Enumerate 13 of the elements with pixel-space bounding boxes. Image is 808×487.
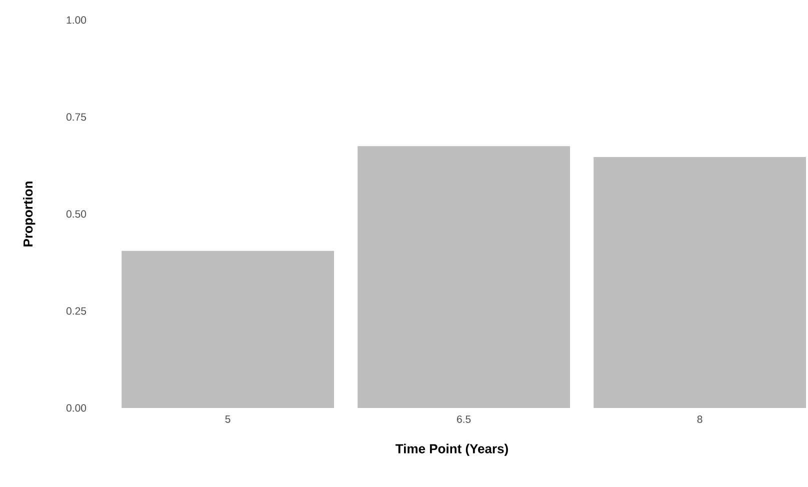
x-axis-title: Time Point (Years) xyxy=(396,444,508,456)
x-tick-label: 6.5 xyxy=(457,416,471,423)
bar xyxy=(594,156,806,408)
y-tick-label: 0.00 xyxy=(66,404,86,412)
y-tick-label: 0.75 xyxy=(66,113,86,121)
bar xyxy=(358,146,570,408)
y-axis-title: Proportion xyxy=(23,182,36,246)
y-tick-label: 0.25 xyxy=(66,307,86,315)
y-tick-label: 0.50 xyxy=(66,210,86,218)
bar xyxy=(122,250,334,408)
x-tick-label: 8 xyxy=(697,416,702,423)
y-tick-label: 1.00 xyxy=(66,16,86,24)
x-tick-label: 5 xyxy=(225,416,230,423)
